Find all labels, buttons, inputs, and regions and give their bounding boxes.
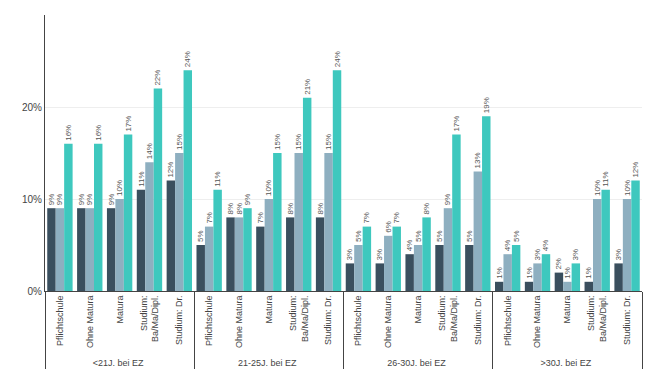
svg-text:Matura: Matura	[413, 296, 423, 324]
svg-text:Studium:Ba/Ma/Dipl.: Studium:Ba/Ma/Dipl.	[437, 296, 459, 343]
svg-text:15%: 15%	[324, 134, 333, 150]
svg-text:20%: 20%	[22, 102, 42, 113]
svg-text:17%: 17%	[452, 116, 461, 132]
svg-text:Ohne Matura: Ohne Matura	[234, 296, 244, 349]
svg-text:Ohne Matura: Ohne Matura	[85, 296, 95, 349]
svg-text:2%: 2%	[554, 258, 563, 270]
svg-text:9%: 9%	[47, 194, 56, 206]
svg-text:19%: 19%	[482, 97, 491, 113]
svg-text:Studium:Ba/Ma/Dipl.: Studium:Ba/Ma/Dipl.	[586, 296, 608, 343]
svg-text:24%: 24%	[183, 51, 192, 67]
svg-text:11%: 11%	[137, 171, 146, 186]
svg-text:10%: 10%	[115, 180, 124, 196]
svg-text:Pflichtschule: Pflichtschule	[503, 296, 513, 347]
svg-text:21-25J. bei EZ: 21-25J. bei EZ	[238, 358, 297, 368]
svg-text:0%: 0%	[28, 286, 43, 297]
svg-text:4%: 4%	[503, 240, 512, 252]
svg-text:7%: 7%	[205, 212, 214, 224]
svg-text:1%: 1%	[495, 267, 504, 279]
svg-text:4%: 4%	[541, 240, 550, 252]
svg-text:3%: 3%	[533, 249, 542, 261]
svg-text:14%: 14%	[145, 143, 154, 159]
svg-text:Studium:Ba/Ma/Dipl.: Studium:Ba/Ma/Dipl.	[288, 296, 310, 343]
svg-text:Ohne Matura: Ohne Matura	[383, 296, 393, 349]
svg-text:15%: 15%	[294, 134, 303, 150]
svg-text:9%: 9%	[77, 194, 86, 206]
svg-text:5%: 5%	[465, 230, 474, 242]
svg-text:5%: 5%	[354, 230, 363, 242]
svg-text:10%: 10%	[22, 194, 42, 205]
svg-text:Studium: Dr.: Studium: Dr.	[324, 296, 334, 346]
svg-text:11%: 11%	[213, 171, 222, 186]
svg-text:3%: 3%	[614, 249, 623, 261]
svg-text:15%: 15%	[273, 134, 282, 150]
svg-text:7%: 7%	[256, 212, 265, 224]
svg-text:16%: 16%	[64, 125, 73, 141]
svg-text:Pflichtschule: Pflichtschule	[204, 296, 214, 347]
svg-text:Pflichtschule: Pflichtschule	[55, 296, 65, 347]
svg-text:9%: 9%	[55, 194, 64, 206]
svg-text:8%: 8%	[286, 203, 295, 215]
svg-text:13%: 13%	[473, 152, 482, 168]
svg-text:1%: 1%	[525, 267, 534, 279]
svg-text:9%: 9%	[443, 194, 452, 206]
svg-text:11%: 11%	[601, 171, 610, 186]
svg-text:Matura: Matura	[115, 296, 125, 324]
svg-text:5%: 5%	[196, 230, 205, 242]
svg-text:10%: 10%	[593, 180, 602, 196]
svg-text:5%: 5%	[414, 230, 423, 242]
svg-text:4%: 4%	[405, 240, 414, 252]
svg-text:12%: 12%	[166, 162, 175, 178]
svg-text:Pflichtschule: Pflichtschule	[353, 296, 363, 347]
svg-text:Studium: Dr.: Studium: Dr.	[174, 296, 184, 346]
svg-text:10%: 10%	[264, 180, 273, 196]
svg-text:10%: 10%	[623, 180, 632, 196]
svg-text:7%: 7%	[362, 212, 371, 224]
svg-text:16%: 16%	[94, 125, 103, 141]
svg-text:6%: 6%	[384, 221, 393, 233]
svg-text:Matura: Matura	[562, 296, 572, 324]
svg-text:8%: 8%	[316, 203, 325, 215]
svg-text:7%: 7%	[392, 212, 401, 224]
svg-text:1%: 1%	[563, 267, 572, 279]
svg-text:3%: 3%	[571, 249, 580, 261]
svg-text:3%: 3%	[375, 249, 384, 261]
svg-text:8%: 8%	[235, 203, 244, 215]
svg-text:26-30J. bei EZ: 26-30J. bei EZ	[387, 358, 446, 368]
svg-text:5%: 5%	[512, 230, 521, 242]
svg-text:22%: 22%	[153, 70, 162, 86]
svg-text:24%: 24%	[333, 51, 342, 67]
svg-text:Studium:Ba/Ma/Dipl.: Studium:Ba/Ma/Dipl.	[139, 296, 161, 343]
svg-text:3%: 3%	[345, 249, 354, 261]
svg-text:Studium: Dr.: Studium: Dr.	[622, 296, 632, 346]
svg-text:9%: 9%	[85, 194, 94, 206]
svg-text:12%: 12%	[631, 162, 640, 178]
svg-text:8%: 8%	[226, 203, 235, 215]
svg-text:9%: 9%	[107, 194, 116, 206]
svg-text:8%: 8%	[422, 203, 431, 215]
svg-text:Ohne Matura: Ohne Matura	[532, 296, 542, 349]
svg-text:5%: 5%	[435, 230, 444, 242]
svg-text:15%: 15%	[175, 134, 184, 150]
svg-text:Matura: Matura	[264, 296, 274, 324]
svg-text:9%: 9%	[243, 194, 252, 206]
svg-text:21%: 21%	[303, 79, 312, 95]
svg-text:17%: 17%	[124, 116, 133, 132]
svg-text:Studium: Dr.: Studium: Dr.	[473, 296, 483, 346]
svg-text:>30J. bei EZ: >30J. bei EZ	[540, 358, 591, 368]
svg-text:1%: 1%	[584, 267, 593, 279]
svg-text:<21J. bei EZ: <21J. bei EZ	[93, 358, 144, 368]
